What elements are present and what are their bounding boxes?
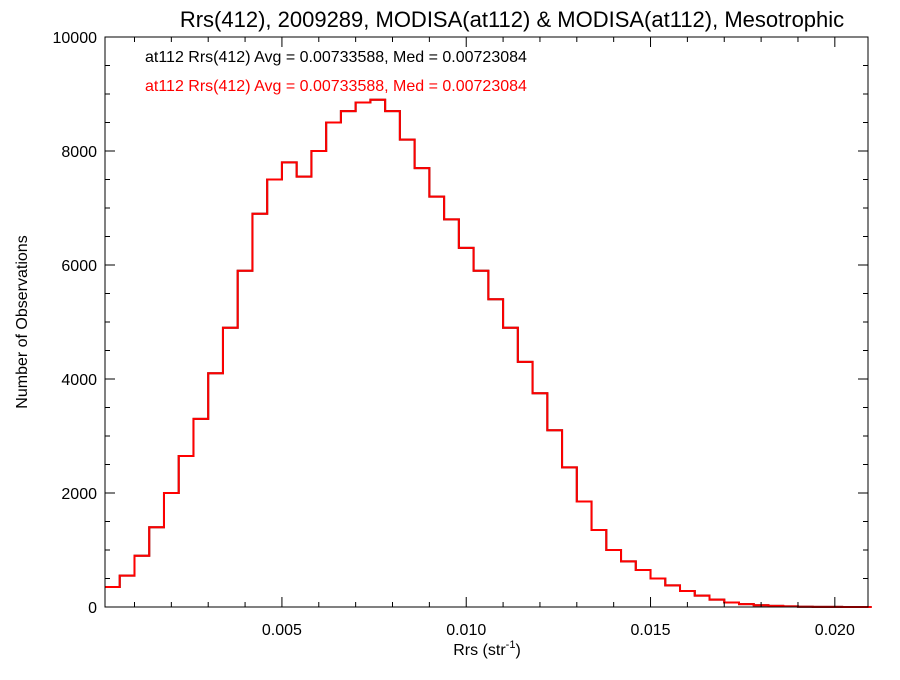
y-tick-label: 2000 xyxy=(61,486,97,503)
y-tick-label: 0 xyxy=(88,600,97,617)
y-tick-label: 4000 xyxy=(61,372,97,389)
x-axis-label-sup: -1 xyxy=(506,639,516,651)
x-tick-label: 0.005 xyxy=(262,622,302,639)
plot-frame xyxy=(104,36,869,608)
chart-title: Rrs(412), 2009289, MODISA(at112) & MODIS… xyxy=(180,7,844,32)
y-tick-label: 8000 xyxy=(61,144,97,161)
series-red-histogram xyxy=(105,98,872,608)
x-axis-label-close: ) xyxy=(515,642,520,659)
y-axis-label: Number of Observations xyxy=(14,235,31,408)
x-tick-label: 0.010 xyxy=(446,622,486,639)
y-axis: 0 2000 4000 6000 8000 10000 xyxy=(53,30,868,617)
x-axis-label-main: Rrs (str xyxy=(453,642,506,659)
x-tick-label: 0.015 xyxy=(631,622,671,639)
x-axis-label: Rrs (str-1) xyxy=(453,639,521,659)
annotation-black: at112 Rrs(412) Avg = 0.00733588, Med = 0… xyxy=(145,49,527,66)
x-axis: 0.005 0.010 0.015 0.020 xyxy=(133,37,855,639)
y-tick-label: 10000 xyxy=(53,30,98,47)
plot-area xyxy=(105,98,872,608)
annotation-red: at112 Rrs(412) Avg = 0.00733588, Med = 0… xyxy=(145,78,527,95)
x-tick-label: 0.020 xyxy=(815,622,855,639)
y-tick-label: 6000 xyxy=(61,258,97,275)
series-black-histogram xyxy=(105,98,872,608)
